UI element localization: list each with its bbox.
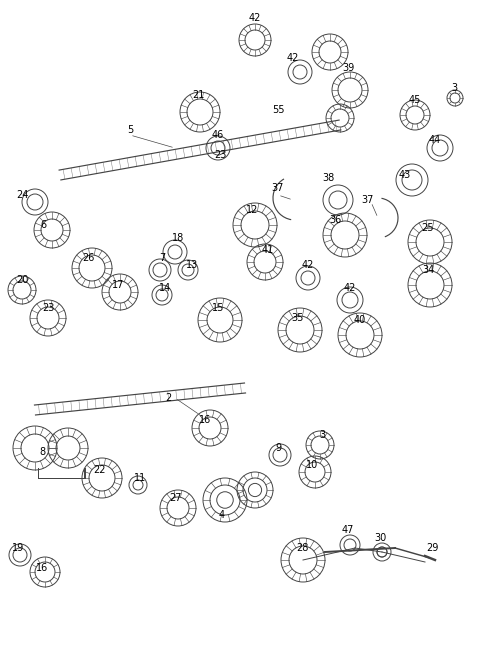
Text: 22: 22: [94, 465, 106, 475]
Text: 30: 30: [374, 533, 386, 543]
Text: 19: 19: [12, 543, 24, 553]
Text: 37: 37: [272, 183, 284, 193]
Text: 40: 40: [354, 315, 366, 325]
Text: 7: 7: [159, 253, 165, 263]
Text: 44: 44: [429, 135, 441, 145]
Text: 17: 17: [112, 280, 124, 290]
Text: 5: 5: [127, 125, 133, 135]
Text: 8: 8: [39, 447, 45, 457]
Text: 36: 36: [329, 215, 341, 225]
Text: 6: 6: [40, 220, 46, 230]
Text: 39: 39: [342, 63, 354, 73]
Text: 23: 23: [214, 150, 226, 160]
Text: 15: 15: [212, 303, 224, 313]
Text: 12: 12: [246, 205, 258, 215]
Text: 42: 42: [287, 53, 299, 63]
Text: 18: 18: [172, 233, 184, 243]
Text: 25: 25: [422, 223, 434, 233]
Text: 37: 37: [362, 195, 374, 205]
Text: 20: 20: [16, 275, 28, 285]
Text: 46: 46: [212, 130, 224, 140]
Text: 11: 11: [134, 473, 146, 483]
Text: 38: 38: [322, 173, 334, 183]
Text: 35: 35: [292, 313, 304, 323]
Text: 26: 26: [82, 253, 94, 263]
Text: 14: 14: [159, 283, 171, 293]
Text: 42: 42: [249, 13, 261, 23]
Text: 47: 47: [342, 525, 354, 535]
Text: 42: 42: [302, 260, 314, 270]
Text: 21: 21: [192, 90, 204, 100]
Text: 29: 29: [426, 543, 438, 553]
Text: 24: 24: [16, 190, 28, 200]
Text: 23: 23: [42, 303, 54, 313]
Text: 2: 2: [165, 393, 171, 403]
Text: 27: 27: [169, 493, 181, 503]
Text: 16: 16: [36, 563, 48, 573]
Text: 9: 9: [275, 443, 281, 453]
Text: 13: 13: [186, 260, 198, 270]
Text: 3: 3: [451, 83, 457, 93]
Text: 34: 34: [422, 265, 434, 275]
Text: 4: 4: [219, 510, 225, 520]
Text: 55: 55: [272, 105, 284, 115]
Text: 10: 10: [306, 460, 318, 470]
Text: 43: 43: [399, 170, 411, 180]
Text: 42: 42: [344, 283, 356, 293]
Text: 45: 45: [409, 95, 421, 105]
Text: 41: 41: [262, 245, 274, 255]
Text: 16: 16: [199, 415, 211, 425]
Text: 28: 28: [296, 543, 308, 553]
Text: 3: 3: [319, 430, 325, 440]
